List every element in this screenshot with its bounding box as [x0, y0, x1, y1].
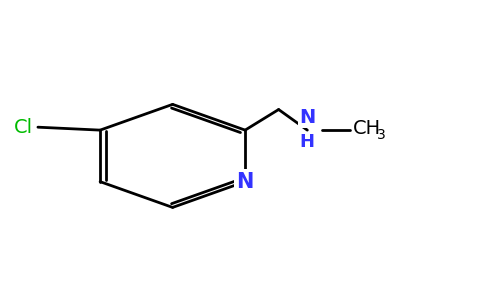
Text: CH: CH: [353, 119, 381, 138]
Text: N: N: [299, 108, 316, 127]
Text: 3: 3: [377, 128, 385, 142]
Text: Cl: Cl: [14, 118, 33, 137]
Text: N: N: [237, 172, 254, 192]
Text: H: H: [300, 133, 315, 151]
